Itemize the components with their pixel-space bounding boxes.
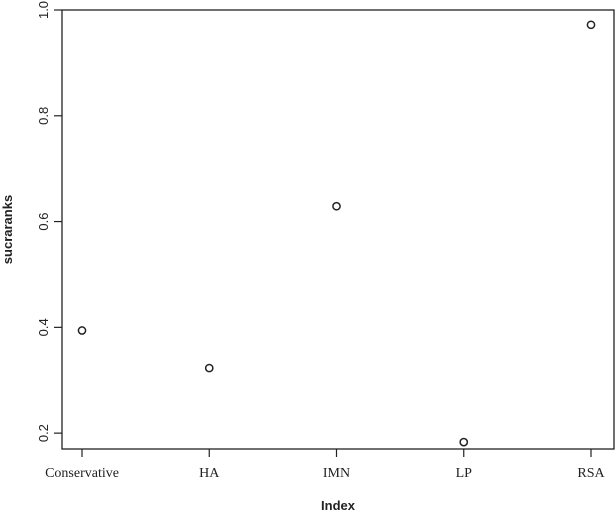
data-points — [77, 20, 596, 447]
x-axis-label: Index — [321, 498, 356, 513]
x-tick-label: HA — [199, 466, 220, 481]
y-tick-label: 0.8 — [36, 107, 51, 125]
plot-frame — [61, 9, 615, 450]
x-tick-label: RSA — [577, 466, 605, 481]
y-tick-label: 0.4 — [36, 318, 51, 336]
x-axis: Conservative HA IMN LP RSA — [45, 449, 606, 481]
x-tick-label: IMN — [323, 466, 350, 481]
y-tick-label: 0.2 — [36, 424, 51, 442]
data-point — [586, 20, 596, 30]
y-axis: 0.2 0.4 0.6 0.8 1.0 — [36, 1, 62, 442]
data-point — [459, 437, 469, 447]
x-tick-label: Conservative — [45, 466, 119, 481]
y-tick-label: 1.0 — [36, 1, 51, 19]
data-point — [204, 363, 214, 373]
data-point — [77, 326, 87, 335]
data-point — [332, 201, 341, 211]
x-tick-label: LP — [456, 466, 473, 481]
y-tick-label: 0.6 — [36, 213, 51, 231]
y-axis-label: sucraranks — [0, 195, 15, 264]
